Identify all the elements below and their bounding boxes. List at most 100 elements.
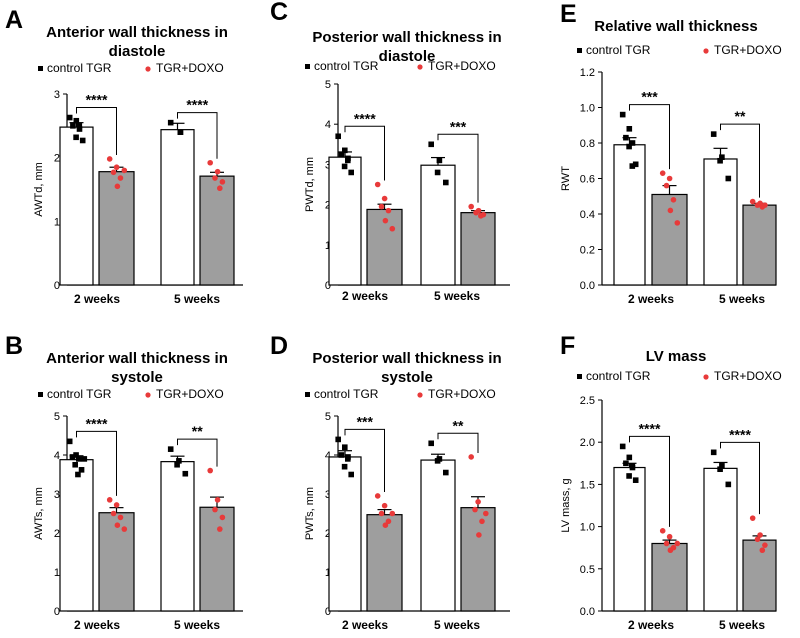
panel-title: systole [381, 369, 433, 386]
legend-control-label: control TGR [47, 387, 112, 401]
legend-doxo-label: TGR+DOXO [156, 387, 224, 401]
data-point-control [335, 133, 341, 140]
significance-label: ** [192, 423, 203, 439]
bar-doxo [651, 542, 688, 612]
legend-doxo-marker [417, 392, 423, 398]
data-point-doxo [666, 175, 673, 182]
data-point-control [428, 141, 434, 148]
panel-letter: D [270, 332, 288, 360]
data-point-doxo [667, 207, 674, 214]
data-point-doxo [472, 506, 478, 513]
bar-control [420, 459, 456, 612]
data-point-doxo [212, 506, 218, 513]
significance-label: **** [354, 110, 376, 126]
data-point-control [338, 151, 345, 158]
data-point-doxo [663, 182, 670, 189]
significance-label: *** [641, 89, 658, 105]
significance-bracket [720, 441, 760, 515]
data-point-doxo [374, 181, 381, 188]
significance-label: **** [86, 415, 108, 431]
y-tick-label: 2.0 [580, 437, 595, 449]
panel-d: D Posterior wall thickness in systolecontr… [270, 332, 510, 632]
legend-control-marker [38, 392, 43, 397]
y-tick-label: 0 [54, 606, 60, 618]
data-point-control [619, 443, 626, 450]
data-point-doxo [117, 514, 124, 521]
y-axis-label: AWTd, mm [33, 162, 45, 217]
y-tick-label: 5 [325, 79, 331, 91]
data-point-control [342, 147, 348, 154]
data-point-doxo [754, 202, 761, 208]
data-point-doxo [114, 522, 121, 528]
panel-title: Anterior wall thickness in [46, 350, 228, 367]
data-point-doxo [666, 533, 673, 540]
y-tick-label: 0.0 [580, 606, 595, 618]
data-point-control [710, 449, 717, 456]
data-point-doxo [110, 169, 117, 176]
y-tick-label: 4 [325, 450, 331, 462]
data-point-doxo [479, 518, 485, 525]
data-point-control [66, 114, 73, 121]
legend-doxo-label: TGR+DOXO [714, 43, 782, 57]
data-point-doxo [217, 526, 223, 532]
y-tick-label: 1.0 [580, 103, 595, 115]
data-point-doxo [468, 454, 475, 460]
data-point-control [176, 458, 182, 464]
y-tick-label: 2 [54, 528, 60, 540]
significance-bracket [629, 435, 670, 527]
x-category-label: 2 weeks [74, 292, 120, 306]
bar-control [160, 461, 195, 612]
data-point-control [335, 436, 341, 443]
y-tick-label: 0.4 [580, 209, 595, 221]
legend-doxo-label: TGR+DOXO [428, 387, 496, 401]
bar-doxo [98, 512, 135, 612]
panel-title: systole [111, 369, 163, 386]
legend-control-marker [38, 66, 43, 71]
y-tick-label: 5 [54, 411, 60, 423]
bar-control [420, 164, 456, 286]
data-point-doxo [121, 526, 128, 532]
bar-control [328, 456, 362, 612]
bar-control [703, 467, 738, 612]
data-point-control [719, 154, 725, 160]
data-point-doxo [754, 536, 761, 543]
y-tick-label: 5 [325, 411, 331, 423]
panel-letter: A [5, 6, 23, 34]
bar-doxo [98, 171, 135, 286]
bar-control [59, 126, 94, 286]
data-point-doxo [381, 195, 388, 202]
data-point-doxo [473, 209, 479, 216]
data-point-doxo [468, 203, 475, 210]
data-point-doxo [659, 170, 666, 176]
x-category-label: 5 weeks [434, 618, 480, 632]
x-category-label: 5 weeks [174, 618, 220, 632]
bar-control [328, 156, 362, 286]
bar-doxo [460, 507, 496, 612]
legend-doxo-marker [703, 48, 709, 54]
legend-doxo-label: TGR+DOXO [156, 61, 224, 75]
data-point-doxo [674, 220, 681, 226]
panel-letter: B [5, 332, 23, 360]
data-point-doxo [382, 217, 389, 224]
panel-a: A Anterior wall thickness in diastolecontr… [5, 6, 243, 306]
bar-doxo [199, 506, 235, 612]
panel-title: diastole [109, 43, 166, 60]
significance-bracket [437, 133, 479, 203]
legend-control-marker [577, 48, 582, 53]
y-axis-label: PWTs, mm [304, 487, 316, 540]
data-point-control [725, 481, 732, 488]
y-tick-label: 0 [325, 606, 331, 618]
data-point-control [66, 438, 73, 445]
significance-bracket [437, 432, 479, 453]
y-tick-label: 2 [325, 528, 331, 540]
panel-letter: E [560, 0, 577, 28]
data-point-doxo [385, 518, 392, 525]
y-tick-label: 3 [54, 89, 60, 101]
panel-title: Posterior wall thickness in [312, 350, 501, 367]
data-point-control [623, 134, 629, 141]
data-point-control [73, 452, 79, 458]
legend-control-label: control TGR [586, 43, 651, 57]
significance-label: **** [729, 426, 751, 442]
data-point-control [717, 157, 723, 164]
data-point-control [70, 123, 76, 129]
